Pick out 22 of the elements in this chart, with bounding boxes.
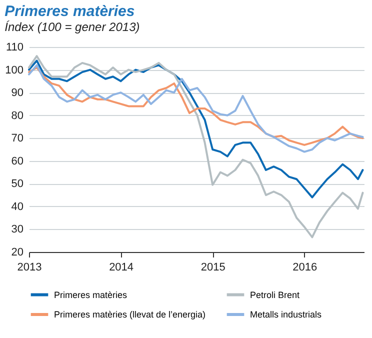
- legend-label: Petroli Brent: [250, 290, 300, 300]
- x-tick-label: 2014: [109, 262, 134, 274]
- x-tick-label: 2016: [292, 262, 318, 274]
- y-tick-label: 60: [11, 155, 24, 168]
- y-tick-label: 30: [11, 224, 24, 236]
- line-series: [28, 55, 364, 238]
- y-tick-label: 80: [11, 110, 24, 122]
- y-tick-label: 20: [11, 246, 24, 258]
- legend-label: Primeres matèries (llevat de l’energia): [54, 310, 206, 320]
- legend-label: Metalls industrials: [250, 310, 322, 320]
- chart-title: Primeres matèries: [4, 3, 135, 20]
- y-tick-label: 90: [11, 87, 24, 100]
- y-tick-label: 70: [11, 132, 24, 145]
- y-tick-label: 40: [11, 200, 24, 213]
- y-tick-label: 100: [5, 64, 24, 76]
- y-tick-label: 50: [11, 178, 24, 190]
- chart-subtitle: Índex (100 = gener 2013): [4, 20, 140, 34]
- line-series: [28, 60, 364, 198]
- y-tick-label: 110: [6, 42, 24, 54]
- legend-label: Primeres matèries: [54, 290, 128, 300]
- x-tick-label: 2015: [200, 262, 226, 274]
- x-tick-label: 2013: [17, 262, 42, 274]
